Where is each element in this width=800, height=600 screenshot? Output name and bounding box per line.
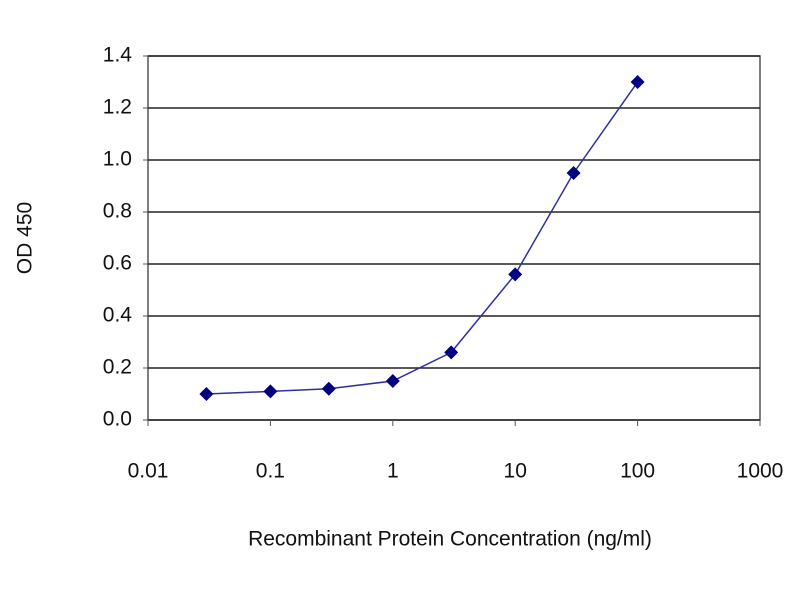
plot-area <box>147 55 761 421</box>
data-point <box>444 345 459 360</box>
x-tick-label: 10 <box>504 460 527 483</box>
data-point <box>321 381 336 396</box>
y-tick-label: 0.0 <box>103 408 132 431</box>
y-tick-label: 0.6 <box>103 252 132 275</box>
x-tick-label: 1 <box>387 460 399 483</box>
y-tick-label: 1.0 <box>103 148 132 171</box>
x-tick-label: 0.01 <box>128 460 169 483</box>
y-tick-label: 0.4 <box>103 304 133 327</box>
data-line <box>206 81 639 395</box>
y-tick-label: 0.2 <box>103 356 132 379</box>
data-point <box>263 384 278 399</box>
x-axis-label: Recombinant Protein Concentration (ng/ml… <box>248 528 652 551</box>
data-point <box>385 374 400 388</box>
y-tick-label: 0.8 <box>103 200 132 223</box>
y-tick-label: 1.4 <box>103 44 133 67</box>
data-point <box>508 267 523 282</box>
y-tick-label: 1.2 <box>103 96 132 119</box>
data-point <box>630 75 645 89</box>
x-tick-label: 0.1 <box>256 460 285 483</box>
data-point <box>566 166 581 180</box>
x-tick-label: 1000 <box>737 460 784 483</box>
data-point <box>199 387 214 401</box>
x-tick-label: 100 <box>620 460 655 483</box>
y-axis-label: OD 450 <box>14 202 37 274</box>
